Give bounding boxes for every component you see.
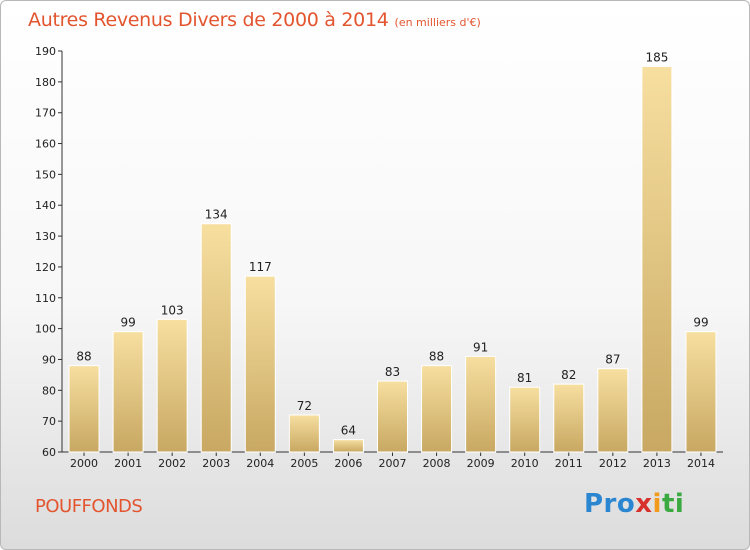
bar <box>332 439 364 453</box>
logo-part-1: Pro <box>584 489 636 519</box>
x-tick-label: 2014 <box>687 457 715 470</box>
x-tick-label: 2003 <box>202 457 230 470</box>
x-tick-label: 2000 <box>70 457 98 470</box>
x-tick-label: 2002 <box>158 457 186 470</box>
bar-value-label: 103 <box>161 303 184 317</box>
bar <box>288 414 320 453</box>
bar <box>377 380 408 453</box>
bar-value-label: 99 <box>693 316 708 330</box>
y-tick-label: 110 <box>35 292 56 305</box>
y-tick-label: 150 <box>35 168 56 181</box>
y-tick-label: 90 <box>42 353 56 366</box>
labels: 2000 88 2001 99 2002 103 2003 134 2004 117 2005 72 2… <box>70 50 715 470</box>
chart-title: Autres Revenus Divers de 2000 à 2014 (en … <box>28 9 481 31</box>
x-tick-label: 2005 <box>290 457 318 470</box>
bar <box>553 383 585 453</box>
y-tick-label: 130 <box>35 230 56 243</box>
x-tick-label: 2009 <box>467 457 495 470</box>
y-tick-label: 180 <box>35 76 56 89</box>
x-tick-label: 2008 <box>423 457 451 470</box>
bar-value-label: 91 <box>473 340 488 354</box>
logo-part-4: ti <box>661 489 685 519</box>
commune-name: POUFFONDS <box>35 496 143 517</box>
y-tick-label: 70 <box>42 415 56 428</box>
bar <box>200 223 232 453</box>
y-tick-label: 80 <box>42 384 56 397</box>
bar <box>244 275 276 453</box>
proxiti-logo: Proxiti <box>584 489 684 519</box>
bar <box>641 65 673 453</box>
bar <box>509 386 541 453</box>
bar-value-label: 82 <box>561 368 576 382</box>
x-tick-label: 2006 <box>334 457 362 470</box>
bar-value-label: 72 <box>297 399 312 413</box>
bar <box>156 318 188 453</box>
title-text: Autres Revenus Divers de 2000 à 2014 <box>28 9 389 31</box>
bar-value-label: 81 <box>517 371 532 385</box>
bar-value-label: 87 <box>605 353 620 367</box>
bar <box>465 355 497 453</box>
bar <box>685 331 717 453</box>
bar <box>112 331 144 453</box>
bar <box>421 365 453 453</box>
x-tick-label: 2012 <box>599 457 627 470</box>
x-tick-label: 2011 <box>555 457 583 470</box>
bar-value-label: 88 <box>76 350 91 364</box>
x-tick-label: 2013 <box>643 457 671 470</box>
y-tick-label: 170 <box>35 107 56 120</box>
bar-value-label: 117 <box>249 260 272 274</box>
y-tick-label: 100 <box>35 323 56 336</box>
y-tick-label: 190 <box>35 45 56 58</box>
y-tick-label: 140 <box>35 199 56 212</box>
x-tick-label: 2004 <box>246 457 274 470</box>
x-tick-label: 2010 <box>511 457 539 470</box>
x-tick-label: 2001 <box>114 457 142 470</box>
bar-value-label: 83 <box>385 365 400 379</box>
y-tick-label: 160 <box>35 138 56 151</box>
bar <box>597 368 629 453</box>
x-tick-label: 2007 <box>379 457 407 470</box>
bar <box>68 365 100 453</box>
bar-value-label: 88 <box>429 350 444 364</box>
bar-value-label: 99 <box>120 316 135 330</box>
bars <box>68 65 717 453</box>
logo-part-3: i <box>652 489 662 519</box>
bar-value-label: 134 <box>205 208 228 222</box>
bar-value-label: 185 <box>645 50 668 64</box>
bar-value-label: 64 <box>341 424 356 438</box>
y-tick-label: 120 <box>35 261 56 274</box>
y-tick-label: 60 <box>42 446 56 459</box>
chart-subtitle: (en milliers d'€) <box>394 16 481 29</box>
logo-part-2: x <box>635 489 653 519</box>
